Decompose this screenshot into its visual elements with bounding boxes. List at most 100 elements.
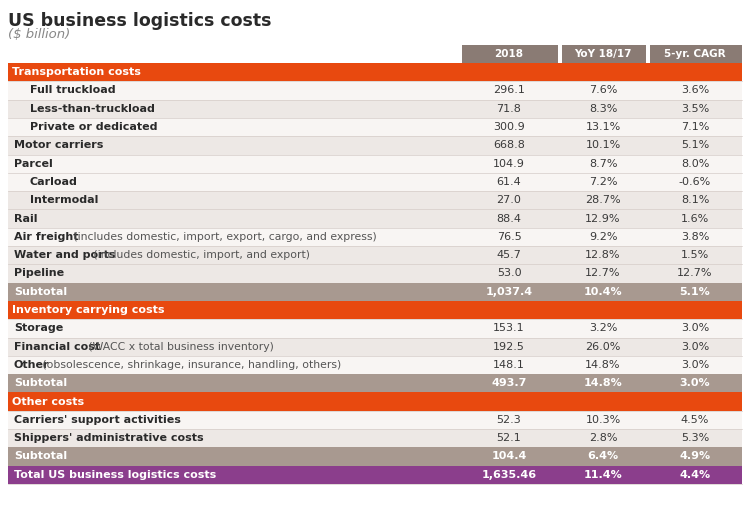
- Bar: [8, 319, 742, 337]
- Bar: [8, 154, 742, 173]
- Text: 26.0%: 26.0%: [585, 342, 621, 352]
- Bar: [8, 173, 742, 191]
- Text: 104.4: 104.4: [491, 452, 526, 461]
- Text: Air freight: Air freight: [14, 232, 79, 242]
- Text: Shippers' administrative costs: Shippers' administrative costs: [14, 433, 203, 443]
- Text: 5-yr. CAGR: 5-yr. CAGR: [664, 49, 726, 59]
- Text: Pipeline: Pipeline: [14, 269, 64, 278]
- Text: Subtotal: Subtotal: [14, 452, 68, 461]
- Text: 8.0%: 8.0%: [681, 159, 710, 169]
- Text: 10.4%: 10.4%: [584, 287, 622, 297]
- Bar: [8, 99, 742, 118]
- Text: 3.0%: 3.0%: [681, 342, 710, 352]
- Text: Water and ports: Water and ports: [14, 250, 116, 260]
- Text: 153.1: 153.1: [494, 323, 525, 334]
- Bar: [8, 228, 742, 246]
- Text: Other: Other: [14, 360, 50, 370]
- Text: 668.8: 668.8: [493, 140, 525, 151]
- Bar: [8, 393, 742, 411]
- Text: 8.1%: 8.1%: [681, 195, 710, 205]
- Text: Other costs: Other costs: [12, 396, 84, 406]
- Text: 52.3: 52.3: [496, 415, 521, 425]
- Text: 13.1%: 13.1%: [585, 122, 621, 132]
- Text: -0.6%: -0.6%: [679, 177, 711, 187]
- Text: 14.8%: 14.8%: [584, 378, 622, 388]
- Text: Water and ports: Water and ports: [14, 250, 116, 260]
- Text: 8.3%: 8.3%: [589, 104, 617, 114]
- Text: 5.1%: 5.1%: [680, 287, 710, 297]
- Text: 12.8%: 12.8%: [585, 250, 621, 260]
- Text: Subtotal: Subtotal: [14, 287, 68, 297]
- Bar: [650, 45, 742, 63]
- Text: 3.0%: 3.0%: [681, 360, 710, 370]
- Text: Rail: Rail: [14, 213, 38, 223]
- Text: 12.9%: 12.9%: [585, 213, 621, 223]
- Text: 12.7%: 12.7%: [585, 269, 621, 278]
- Text: 3.2%: 3.2%: [589, 323, 617, 334]
- Text: (WACC x total business inventory): (WACC x total business inventory): [85, 342, 274, 352]
- Text: 61.4: 61.4: [496, 177, 521, 187]
- Text: 71.8: 71.8: [496, 104, 521, 114]
- Text: 3.0%: 3.0%: [681, 323, 710, 334]
- Text: ($ billion): ($ billion): [8, 28, 70, 41]
- Text: YoY 18/17: YoY 18/17: [574, 49, 632, 59]
- Text: 7.1%: 7.1%: [681, 122, 710, 132]
- Text: 493.7: 493.7: [491, 378, 526, 388]
- Text: Financial cost: Financial cost: [14, 342, 100, 352]
- Bar: [8, 411, 742, 429]
- Text: 4.9%: 4.9%: [680, 452, 710, 461]
- Text: 5.1%: 5.1%: [681, 140, 710, 151]
- Bar: [8, 63, 742, 81]
- Text: Motor carriers: Motor carriers: [14, 140, 104, 151]
- Bar: [8, 466, 742, 484]
- Text: 76.5: 76.5: [496, 232, 521, 242]
- Text: Intermodal: Intermodal: [30, 195, 98, 205]
- Text: 3.8%: 3.8%: [681, 232, 710, 242]
- Text: 6.4%: 6.4%: [587, 452, 619, 461]
- Text: US business logistics costs: US business logistics costs: [8, 12, 272, 30]
- Text: Inventory carrying costs: Inventory carrying costs: [12, 305, 164, 315]
- Text: 4.5%: 4.5%: [681, 415, 710, 425]
- Text: 12.7%: 12.7%: [677, 269, 712, 278]
- Text: 3.5%: 3.5%: [681, 104, 710, 114]
- Bar: [8, 374, 742, 393]
- Text: 27.0: 27.0: [496, 195, 521, 205]
- Text: 53.0: 53.0: [496, 269, 521, 278]
- Bar: [8, 191, 742, 210]
- Bar: [8, 356, 742, 374]
- Bar: [8, 301, 742, 319]
- Bar: [8, 447, 742, 466]
- Text: Air freight: Air freight: [14, 232, 79, 242]
- Text: 1,037.4: 1,037.4: [485, 287, 532, 297]
- Text: 7.2%: 7.2%: [589, 177, 617, 187]
- Bar: [562, 45, 646, 63]
- Text: 10.1%: 10.1%: [585, 140, 621, 151]
- Text: 3.6%: 3.6%: [681, 86, 710, 95]
- Text: 300.9: 300.9: [494, 122, 525, 132]
- Text: 9.2%: 9.2%: [589, 232, 617, 242]
- Text: Total US business logistics costs: Total US business logistics costs: [14, 470, 216, 480]
- Text: 3.0%: 3.0%: [680, 378, 710, 388]
- Text: 7.6%: 7.6%: [589, 86, 617, 95]
- Text: 5.3%: 5.3%: [681, 433, 710, 443]
- Bar: [8, 136, 742, 154]
- Text: Financial cost: Financial cost: [14, 342, 100, 352]
- Bar: [8, 210, 742, 228]
- Text: 192.5: 192.5: [493, 342, 525, 352]
- Text: Carriers' support activities: Carriers' support activities: [14, 415, 181, 425]
- Text: 45.7: 45.7: [496, 250, 521, 260]
- Bar: [8, 429, 742, 447]
- Text: 14.8%: 14.8%: [585, 360, 621, 370]
- Bar: [8, 246, 742, 264]
- Text: Storage: Storage: [14, 323, 63, 334]
- Text: (includes domestic, import, export, cargo, and express): (includes domestic, import, export, carg…: [70, 232, 376, 242]
- Bar: [8, 337, 742, 356]
- Text: 104.9: 104.9: [493, 159, 525, 169]
- Text: 28.7%: 28.7%: [585, 195, 621, 205]
- Text: 4.4%: 4.4%: [680, 470, 710, 480]
- Text: Private or dedicated: Private or dedicated: [30, 122, 158, 132]
- Text: Less-than-truckload: Less-than-truckload: [30, 104, 154, 114]
- Text: 52.1: 52.1: [496, 433, 521, 443]
- Bar: [462, 45, 558, 63]
- Text: (obsolescence, shrinkage, insurance, handling, others): (obsolescence, shrinkage, insurance, han…: [39, 360, 341, 370]
